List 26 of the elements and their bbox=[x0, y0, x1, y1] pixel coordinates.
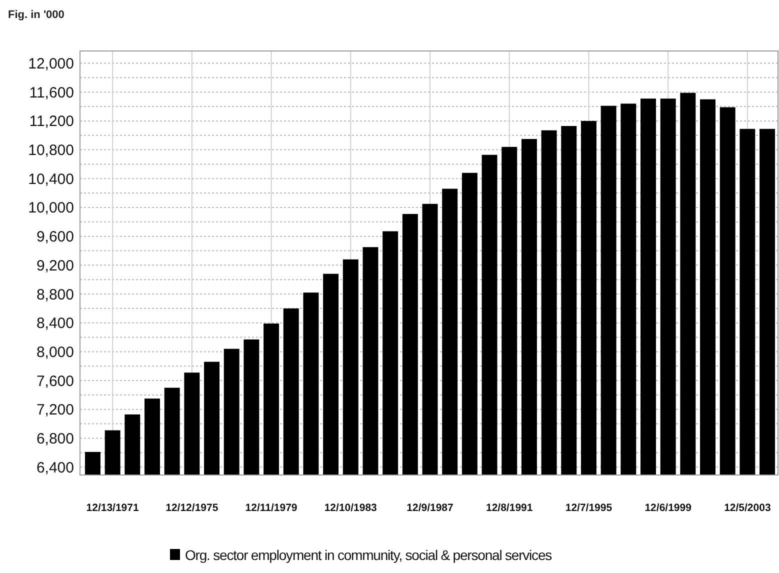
x-tick-label: 12/12/1975 bbox=[166, 502, 218, 514]
y-tick-label: 7,200 bbox=[36, 402, 74, 419]
y-tick-label: 9,200 bbox=[36, 257, 74, 274]
x-tick-label: 12/9/1987 bbox=[406, 502, 454, 514]
x-tick-label: 12/13/1971 bbox=[86, 502, 139, 514]
x-tick-label: 12/7/1995 bbox=[565, 502, 612, 514]
y-axis-title: Fig. in '000 bbox=[8, 9, 64, 21]
y-tick-label: 7,600 bbox=[36, 372, 74, 390]
y-tick-label: 12,000 bbox=[28, 56, 74, 73]
y-tick-label: 10,400 bbox=[28, 170, 74, 188]
x-tick-label: 12/5/2003 bbox=[724, 502, 771, 514]
y-tick-label: 8,800 bbox=[36, 286, 74, 304]
y-tick-label: 10,000 bbox=[28, 200, 74, 217]
y-tick-label: 11,200 bbox=[29, 113, 74, 130]
y-tick-label: 6,800 bbox=[36, 430, 74, 448]
y-tick-label: 11,600 bbox=[29, 84, 74, 102]
x-tick-label: 12/10/1983 bbox=[324, 502, 378, 514]
legend-label: Org. sector employment in community, social & personal services bbox=[185, 547, 552, 563]
y-tick-label: 6,400 bbox=[36, 459, 74, 476]
y-tick-label: 8,400 bbox=[36, 315, 74, 332]
x-tick-label: 12/11/1979 bbox=[245, 502, 298, 514]
y-tick-label: 9,600 bbox=[36, 228, 74, 246]
x-tick-label: 12/8/1991 bbox=[486, 502, 533, 514]
y-tick-label: 8,000 bbox=[36, 344, 74, 361]
x-tick-label: 12/6/1999 bbox=[644, 502, 692, 514]
y-tick-label: 10,800 bbox=[28, 142, 74, 160]
